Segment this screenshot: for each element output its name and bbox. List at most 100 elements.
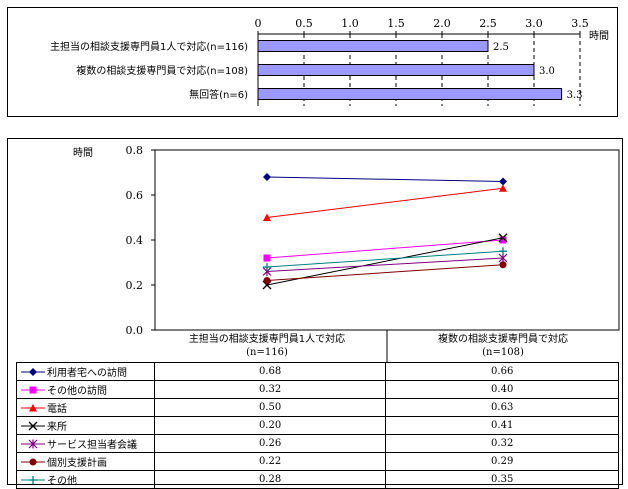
x-marker: [28, 421, 38, 430]
series-line: [266, 237, 504, 286]
data-cell: 0.32: [385, 434, 619, 453]
data-cell: 0.35: [385, 470, 619, 489]
y-tick-label: 0.0: [126, 324, 144, 337]
category-label: 主担当の相談支援専門員1人で対応(n=116): [50, 40, 248, 53]
x-axis-title: 時間: [589, 30, 609, 42]
legend-label: 来所: [47, 422, 67, 433]
legend-label: 個別支援計画: [47, 458, 107, 469]
bar: [257, 40, 489, 52]
diamond-marker: [263, 173, 271, 181]
table-row: 個別支援計画 0.22 0.29: [16, 452, 619, 471]
legend-key: [21, 421, 45, 430]
data-cell: 0.66: [385, 362, 619, 381]
series-line: [266, 176, 504, 182]
series: [263, 261, 507, 284]
series: [263, 173, 507, 186]
data-cell: 0.20: [153, 416, 387, 435]
legend-key: [21, 403, 45, 411]
series-line: [266, 257, 504, 272]
legend-label: 利用者宅への訪問: [47, 368, 127, 379]
circle-marker: [29, 458, 37, 465]
data-cell: 0.68: [153, 362, 387, 381]
series: [262, 253, 508, 276]
table-row: サービス担当者会議 0.26 0.32: [16, 434, 619, 453]
legend-key: [21, 367, 45, 376]
circle-marker: [499, 261, 507, 269]
y-tick-label: 0.4: [126, 234, 144, 247]
plot-area: [154, 149, 620, 331]
y-tick-label: 0.6: [126, 189, 144, 202]
x-tick-label: 2.0: [433, 17, 451, 30]
category-label: 複数の相談支援専門員で対応: [438, 332, 568, 345]
square-marker: [499, 236, 507, 244]
legend-cell: 来所: [16, 416, 155, 435]
table-row: 電話 0.50 0.63: [16, 398, 619, 417]
x-tick-label: 3.0: [525, 17, 543, 30]
data-cell: 0.63: [385, 398, 619, 417]
square-marker: [263, 254, 271, 262]
legend-label: その他: [47, 476, 77, 487]
triangle-marker: [263, 213, 271, 221]
triangle-marker: [29, 403, 37, 411]
y-tick-label: 0.2: [126, 279, 144, 292]
data-cell: 0.32: [153, 380, 387, 399]
series-line: [266, 239, 504, 259]
legend-label: サービス担当者会議: [47, 440, 137, 451]
data-cell: 0.50: [153, 398, 387, 417]
category-label: 無回答(n=6): [189, 88, 248, 101]
legend-cell: その他: [16, 470, 155, 489]
table-row: 利用者宅への訪問 0.68 0.66: [16, 362, 619, 381]
legend-key: [21, 439, 45, 448]
data-cell: 0.29: [385, 452, 619, 471]
legend-key: [21, 386, 45, 393]
bar: [257, 64, 535, 76]
legend-cell: その他の訪問: [16, 380, 155, 399]
legend-cell: 電話: [16, 398, 155, 417]
series-line: [266, 264, 504, 281]
legend-cell: サービス担当者会議: [16, 434, 155, 453]
legend-key: [21, 475, 45, 484]
category-label: 主担当の相談支援専門員1人で対応: [189, 332, 345, 345]
legend-key: [21, 458, 45, 465]
table-row: その他 0.28 0.35: [16, 470, 619, 489]
data-cell: 0.22: [153, 452, 387, 471]
data-label: 3.3: [567, 90, 583, 101]
data-label: 2.5: [493, 42, 509, 53]
y-tick-label: 0.8: [126, 144, 144, 157]
data-label: 3.0: [539, 66, 555, 77]
x-tick-label: 0.5: [295, 17, 313, 30]
series: [263, 184, 507, 221]
x-marker: [498, 233, 508, 243]
data-cell: 0.28: [153, 470, 387, 489]
line-chart-data-table: 利用者宅への訪問 0.68 0.66 その他の訪問 0.32 0.40 電話 0.50 0.63…: [16, 362, 619, 489]
x-tick-label: 1.0: [341, 17, 359, 30]
table-row: その他の訪問 0.32 0.40: [16, 380, 619, 399]
x-tick-label: 3.5: [571, 17, 589, 30]
legend-cell: 個別支援計画: [16, 452, 155, 471]
series: [263, 247, 507, 271]
legend-cell: 利用者宅への訪問: [16, 362, 155, 381]
legend-label: 電話: [47, 404, 67, 415]
diamond-marker: [499, 177, 507, 186]
diamond-marker: [29, 367, 37, 376]
data-cell: 0.40: [385, 380, 619, 399]
data-cell: 0.26: [153, 434, 387, 453]
category-label: 複数の相談支援専門員で対応(n=108): [76, 64, 248, 77]
x-tick-label: 1.5: [387, 17, 405, 30]
bar-chart: 0 0.5 1.0 1.5 2.0 2.5 3.0 3.5時間主担当の相談支援専門員1人で対応…: [50, 17, 609, 106]
circle-marker: [263, 277, 271, 284]
category-label-n: (n=108): [482, 347, 524, 358]
category-label-n: (n=116): [246, 347, 288, 358]
x-tick-label: 2.5: [479, 17, 497, 30]
y-axis-title: 時間: [73, 147, 93, 159]
series-line: [266, 187, 504, 218]
table-row: 来所 0.20 0.41: [16, 416, 619, 435]
data-cell: 0.41: [385, 416, 619, 435]
legend-label: その他の訪問: [47, 386, 107, 397]
series: [263, 236, 507, 262]
triangle-marker: [499, 184, 507, 192]
bar: [257, 88, 563, 100]
square-marker: [29, 386, 37, 393]
series-line: [266, 250, 504, 268]
